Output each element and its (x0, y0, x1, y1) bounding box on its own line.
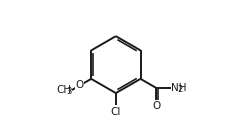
Text: O: O (76, 81, 84, 90)
Text: O: O (152, 101, 161, 111)
Text: Cl: Cl (111, 107, 121, 117)
Text: 3: 3 (66, 87, 71, 96)
Text: 2: 2 (177, 85, 183, 94)
Text: NH: NH (171, 83, 186, 93)
Text: CH: CH (56, 85, 71, 95)
